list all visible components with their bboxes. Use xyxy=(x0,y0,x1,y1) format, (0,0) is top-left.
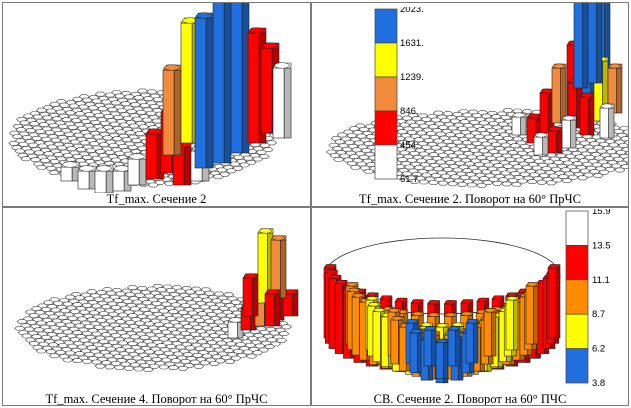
panel-1-column xyxy=(94,165,114,193)
panel-1-plot xyxy=(8,3,292,193)
panel-2-column xyxy=(526,113,542,144)
panel-4-column xyxy=(423,326,437,367)
panel-2-column xyxy=(539,88,555,134)
panel-2-column xyxy=(511,112,527,136)
panel-3-plot xyxy=(14,228,299,372)
temperature-legend-label: 454. xyxy=(400,140,419,151)
temperature-legend-swatch xyxy=(374,42,398,78)
panel-1-column xyxy=(127,153,147,186)
cb-legend-label: 11.1 xyxy=(592,275,610,286)
panel-2-column xyxy=(607,63,623,114)
temperature-legend-label: 1239. xyxy=(400,72,424,83)
panel-4-column xyxy=(505,296,519,351)
panel-4-column xyxy=(547,264,561,339)
panel-2-column xyxy=(533,132,549,156)
panel-3-column xyxy=(242,273,259,317)
panel-1-column xyxy=(212,3,232,164)
temperature-legend-swatch xyxy=(374,110,398,146)
panel-2-column xyxy=(587,3,603,84)
temperature-legend-label: 61.7 xyxy=(400,174,419,185)
panel-1-column xyxy=(230,3,250,154)
panel-4-plot xyxy=(323,237,561,384)
panel-1-column xyxy=(194,12,214,169)
panel-4-column xyxy=(465,319,479,364)
cb-legend-label: 3.8 xyxy=(592,378,605,389)
temperature-legend-label: 846. xyxy=(400,106,419,117)
panel-3-column xyxy=(257,228,274,304)
panel-2-column xyxy=(573,3,589,89)
panel-3-caption: Tf_max. Сечение 4. Поворот на 60° ПрЧС xyxy=(45,392,268,406)
cb-legend-swatch xyxy=(565,279,589,315)
panel-4-caption: CB. Сечение 2. Поворот на 60° ПЧС xyxy=(373,392,567,406)
panel-3-column xyxy=(270,235,287,299)
panel-4-column xyxy=(525,282,539,345)
cb-legend-swatch xyxy=(565,245,589,281)
panel-2-column xyxy=(551,63,567,124)
panel-1-column xyxy=(112,165,132,192)
cb-legend-swatch xyxy=(565,348,589,384)
panel-2-plot xyxy=(325,3,628,188)
cb-legend: 15.9 13.5 11.1 8.7 6.2 3.8 xyxy=(564,209,626,389)
panel-1-column xyxy=(77,165,97,190)
panel-2-column xyxy=(547,126,563,154)
panel-1-column xyxy=(60,161,80,182)
panel-4-column xyxy=(483,308,497,357)
panel-4: 15.9 13.5 11.1 8.7 6.2 3.8 CB. Сечение 2. Пов… xyxy=(311,207,629,406)
temperature-legend-swatch xyxy=(374,144,398,180)
panel-1-caption: Tf_max. Сечение 2 xyxy=(106,192,207,206)
temperature-legend-label: 2023. xyxy=(400,7,424,15)
temperature-legend: 2023. 1631. 1239. 846. 454. 61.7 xyxy=(373,7,433,185)
panel-1-column xyxy=(272,62,292,139)
panel-4-column xyxy=(435,338,449,379)
temperature-legend-swatch xyxy=(374,8,398,44)
panel-2: 2023. 1631. 1239. 846. 454. 61.7 Tf_max. Сече… xyxy=(311,2,629,207)
cb-legend-label: 13.5 xyxy=(592,240,611,251)
panel-3: Tf_max. Сечение 4. Поворот на 60° ПрЧС xyxy=(2,207,311,406)
temperature-legend-swatch xyxy=(374,76,398,112)
panel-2-column xyxy=(561,115,577,149)
cb-legend-label: 15.9 xyxy=(592,209,611,217)
temperature-legend-label: 1631. xyxy=(400,38,424,49)
cb-legend-swatch xyxy=(565,313,589,349)
panel-2-column xyxy=(599,103,615,139)
panel-1: Tf_max. Сечение 2 xyxy=(2,2,311,207)
panel-4-column xyxy=(447,326,461,367)
panel-2-column xyxy=(579,92,595,136)
panel-3-column xyxy=(264,289,281,327)
cb-legend-label: 6.2 xyxy=(592,344,605,355)
panel-2-caption: Tf_max. Сечение 2. Поворот на 60° ПрЧС xyxy=(359,192,581,206)
cb-legend-swatch xyxy=(565,210,589,246)
cb-legend-label: 8.7 xyxy=(592,309,605,320)
panel-4-column xyxy=(409,329,423,374)
panel-1-column xyxy=(145,128,165,180)
panel-1-column xyxy=(162,64,182,156)
